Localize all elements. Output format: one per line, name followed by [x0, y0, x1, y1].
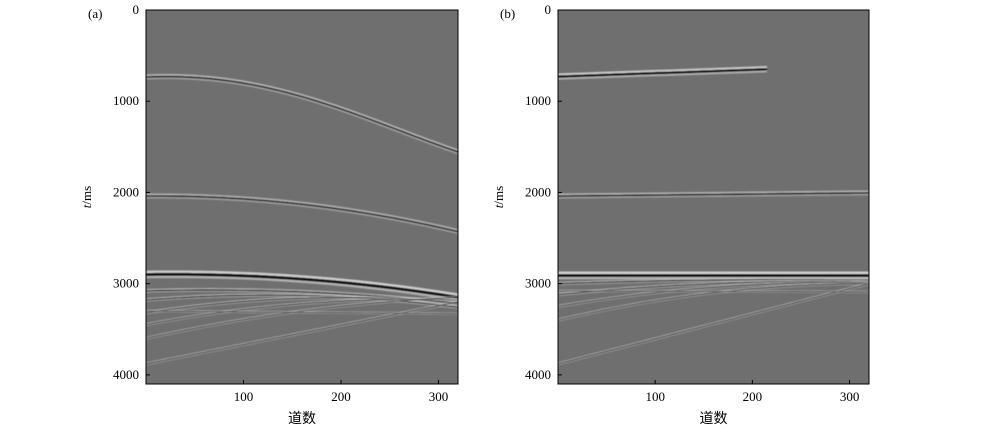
event-1-trough: [146, 195, 458, 233]
event-7-trough: [146, 296, 458, 339]
panel-b: 0 1000 2000 3000 4000 100 200 300 (b) 道数 t/ms: [491, 2, 870, 427]
event-2-peak-lower: [146, 275, 458, 302]
event-3-peak-upper: [558, 277, 869, 283]
event-0-trough: [558, 68, 767, 78]
event-7-peak-upper: [146, 295, 458, 338]
reflection-events: [146, 73, 458, 366]
x-tick-label: 300: [429, 389, 449, 404]
panel-a: 0 1000 2000 3000 4000 100 200 300 (a) 道数 t/ms: [79, 2, 459, 427]
reflection-events: [558, 66, 869, 366]
y-tick-label: 3000: [113, 276, 139, 291]
event-2-peak-upper: [146, 270, 458, 296]
event-6-peak-upper: [146, 297, 458, 325]
y-tick-label: 1000: [113, 93, 139, 108]
event-0-trough: [146, 75, 458, 153]
event-4-peak-upper: [558, 279, 869, 294]
event-7-peak-lower: [558, 284, 869, 366]
event-1-peak-upper: [558, 190, 869, 196]
event-0-peak-lower: [146, 77, 458, 155]
x-tick-label: 300: [840, 389, 860, 404]
event-2-trough: [146, 272, 458, 299]
event-7-peak-upper: [558, 282, 869, 364]
plot-frame: [145, 9, 459, 385]
y-tick-label: 2000: [525, 184, 551, 199]
event-0-peak-lower: [558, 70, 767, 80]
plot-frame: [557, 9, 870, 385]
event-5-peak-upper: [558, 280, 869, 306]
x-tick-label: 100: [645, 389, 665, 404]
event-6-trough: [558, 283, 869, 321]
x-axis-label: 道数: [700, 411, 728, 427]
event-7-trough: [558, 283, 869, 365]
x-tick-label: 200: [331, 389, 351, 404]
x-tick-label: 100: [234, 389, 254, 404]
event-8-peak-upper: [558, 289, 869, 292]
event-6-peak-lower: [558, 284, 869, 322]
y-tick-label: 0: [133, 2, 140, 17]
event-8-peak-upper: [146, 300, 458, 364]
event-1-trough: [558, 191, 869, 198]
event-0-peak-upper: [558, 66, 767, 76]
event-8-trough: [558, 290, 869, 293]
y-tick-label: 0: [545, 2, 552, 17]
y-tick-label: 4000: [525, 367, 551, 382]
panel-label: (a): [88, 6, 102, 21]
event-8-peak-lower: [558, 291, 869, 294]
event-5-trough: [558, 281, 869, 308]
event-3-peak-upper: [146, 288, 458, 303]
event-1-peak-lower: [558, 194, 869, 199]
x-tick-label: 200: [743, 389, 763, 404]
event-9-trough: [146, 310, 458, 315]
event-1-peak-lower: [146, 197, 458, 235]
y-tick-label: 1000: [525, 93, 551, 108]
event-3-trough: [558, 278, 869, 285]
y-axis-label: t/ms: [79, 186, 94, 208]
x-axis-label: 道数: [288, 411, 316, 427]
y-tick-label: 2000: [113, 184, 139, 199]
event-0-peak-upper: [146, 73, 458, 151]
y-tick-label: 4000: [113, 367, 139, 382]
y-axis-label: t/ms: [491, 186, 506, 208]
event-9-peak-upper: [146, 309, 458, 314]
y-tick-label: 3000: [525, 276, 551, 291]
event-1-peak-upper: [146, 193, 458, 231]
event-9-peak-lower: [146, 311, 458, 316]
panel-label: (b): [500, 6, 515, 21]
